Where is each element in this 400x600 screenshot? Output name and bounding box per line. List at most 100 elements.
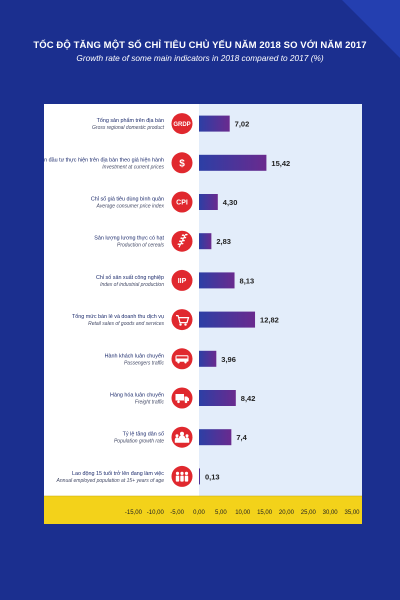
x-tick-label: 15,00 xyxy=(257,510,273,516)
indicator-label-vi: Tổng mức bán lẻ và doanh thu dịch vụ xyxy=(72,313,164,320)
glyph-head xyxy=(175,471,180,475)
glyph-head xyxy=(184,471,189,475)
icon-text: CPI xyxy=(176,200,188,207)
bar xyxy=(199,468,200,485)
glyph-grain xyxy=(183,236,187,239)
bar-value-label: 0,13 xyxy=(205,472,220,481)
bar-value-label: 7,02 xyxy=(235,120,250,129)
bar-value-label: 8,42 xyxy=(241,394,256,403)
glyph-grain xyxy=(181,234,185,236)
glyph-cart xyxy=(176,315,190,324)
indicator-label-en: Population growth rate xyxy=(114,439,164,445)
indicator-label-en: Retail sales of goods and services xyxy=(88,321,164,327)
glyph-grain xyxy=(177,243,181,245)
x-tick-label: 25,00 xyxy=(301,510,317,516)
icon-circle xyxy=(171,152,193,174)
truck-icon xyxy=(171,387,193,409)
indicator-label-vi: Vốn đầu tư thực hiện trên địa bàn theo g… xyxy=(44,157,164,163)
shopping-cart-icon xyxy=(171,309,193,331)
bar xyxy=(199,154,267,171)
glyph-head xyxy=(180,471,184,475)
indicator-label-en: Freight traffic xyxy=(135,400,165,406)
indicator-label-en: Gross regional domestic product xyxy=(92,125,165,131)
glyph-body xyxy=(178,435,186,443)
glyph-wheel xyxy=(177,361,180,364)
x-tick-label: -15,00 xyxy=(125,510,143,516)
corner-decoration xyxy=(342,0,400,58)
grdp-icon: GRDP xyxy=(171,113,193,135)
indicator-row: Tổng mức bán lẻ và doanh thu dịch vụReta… xyxy=(72,309,279,331)
indicator-row: Lao động 15 tuổi trở lên đang làm việcAn… xyxy=(56,465,220,487)
glyph-cab xyxy=(184,396,189,401)
x-axis-band xyxy=(44,496,362,524)
glyph-grain xyxy=(180,237,184,239)
chart-card: Tổng sản phẩm trên địa bàn Gross regional… xyxy=(44,104,362,524)
indicator-label-en: Production of cereals xyxy=(117,243,164,249)
glyph-cargo xyxy=(175,394,184,401)
chart-subtitle: Growth rate of some main indicators in 2… xyxy=(76,53,324,63)
x-tick-label: 5,00 xyxy=(215,510,227,516)
glyph-wheel xyxy=(179,323,182,326)
indicator-label-en: Annual employed population at 15+ years … xyxy=(56,478,165,484)
x-tick-label: 0,00 xyxy=(193,510,205,516)
glyph-wheel xyxy=(184,400,188,404)
icon-text: IIP xyxy=(178,278,187,285)
bus-icon xyxy=(171,348,193,370)
indicator-row: Vốn đầu tư thực hiện trên địa bàn theo g… xyxy=(44,152,290,174)
x-tick-label: 30,00 xyxy=(323,510,339,516)
indicator-label-vi: Tỷ lệ tăng dân số xyxy=(123,431,164,438)
glyph-windows xyxy=(176,356,188,359)
x-tick-label: 35,00 xyxy=(344,510,360,516)
chart-title: TỐC ĐỘ TĂNG MỘT SỐ CHỈ TIÊU CHỦ YẾU NĂM … xyxy=(33,40,367,51)
bar xyxy=(199,272,235,289)
glyph-grain xyxy=(184,233,188,236)
indicator-label-vi: Hành khách luân chuyển xyxy=(105,352,164,359)
cpi-icon: CPI xyxy=(171,191,193,213)
glyph-head xyxy=(175,434,179,438)
iip-icon: IIP xyxy=(171,269,193,291)
population-icon xyxy=(171,426,193,448)
indicator-label-vi: Hàng hóa luân chuyển xyxy=(110,392,164,399)
glyph-body xyxy=(184,437,190,443)
glyph-wheel xyxy=(177,400,180,404)
bar xyxy=(199,233,212,250)
glyph-head xyxy=(180,431,184,436)
icon-circle xyxy=(171,309,193,331)
indicator-label-vi: Sản lượng lương thực có hạt xyxy=(94,236,164,242)
bar-value-label: 15,42 xyxy=(271,159,290,168)
indicator-label-vi: Chỉ số sản xuất công nghiệp xyxy=(96,274,164,281)
indicator-label-vi: Tổng sản phẩm trên địa bàn xyxy=(97,117,164,124)
bar-value-label: 8,13 xyxy=(240,276,255,285)
x-tick-label: 10,00 xyxy=(235,510,251,516)
bar-value-label: 4,30 xyxy=(223,198,238,207)
bar xyxy=(199,429,232,446)
glyph-body xyxy=(184,475,189,482)
bar-value-label: 2,83 xyxy=(216,237,231,246)
glyph-wheel xyxy=(184,361,187,364)
bar xyxy=(199,311,256,328)
glyph-grain xyxy=(178,240,182,242)
grain-icon xyxy=(171,230,193,252)
indicator-label-en: Index of industrial production xyxy=(100,282,164,288)
bar xyxy=(199,194,218,210)
bar xyxy=(199,350,217,367)
bar xyxy=(199,115,230,132)
glyph-head xyxy=(185,434,189,438)
icon-circle xyxy=(171,113,193,135)
glyph-grain xyxy=(182,239,185,242)
bar-value-label: 7,4 xyxy=(236,433,247,442)
bar xyxy=(199,390,236,406)
x-tick-label: -10,00 xyxy=(147,510,165,516)
glyph-body xyxy=(175,475,180,482)
glyph-bus xyxy=(175,355,189,362)
indicator-label-en: Average consumer price index xyxy=(96,204,165,210)
